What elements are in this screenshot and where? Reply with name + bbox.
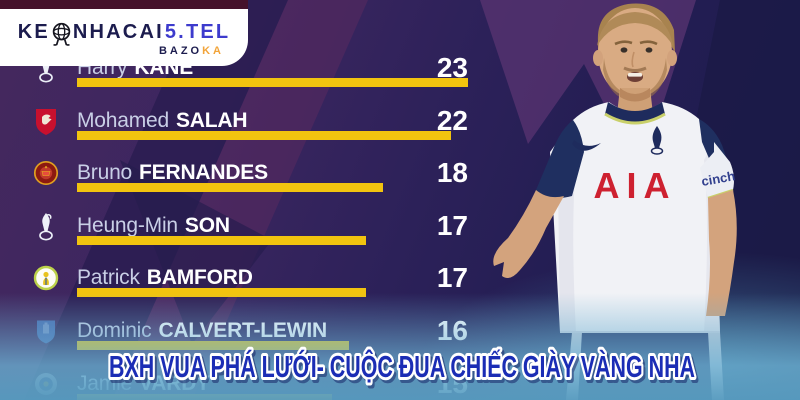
brand-name: KE NHACAI 5.TEL xyxy=(0,20,248,46)
player-first-name: Patrick xyxy=(77,266,140,290)
scorer-row: Bruno FERNANDES 18 xyxy=(28,147,468,199)
player-surname: FERNANDES xyxy=(139,161,268,185)
player-name: Patrick BAMFORD xyxy=(77,266,253,290)
goal-bar xyxy=(77,78,468,87)
banner-title-text: BXH VUA PHÁ LƯỚI- CUỘC ĐUA CHIẾC GIÀY VÀ… xyxy=(109,348,695,384)
player-surname: SALAH xyxy=(175,108,248,132)
globe-mascot-icon xyxy=(52,22,71,46)
team-crest-icon xyxy=(33,106,59,136)
brand-logo: KE NHACAI 5.TEL BAZOKA xyxy=(0,9,248,66)
bottom-overlay xyxy=(0,293,800,400)
sleeve-sponsor-text: cinch xyxy=(700,168,736,189)
scorer-row: Patrick BAMFORD 17 xyxy=(28,252,468,304)
tottenham-crest-on-shirt xyxy=(650,126,664,155)
scorer-row: Mohamed SALAH 22 xyxy=(28,95,468,147)
brand-tld: 5.TEL xyxy=(164,21,231,43)
player-surname: BAMFORD xyxy=(146,266,253,290)
subtitle-dark: BAZO xyxy=(158,45,203,57)
shirt-sponsor-text: AIA xyxy=(594,165,677,206)
team-crest-icon xyxy=(33,263,59,293)
goals-count: 17 xyxy=(436,262,468,294)
goal-bar xyxy=(77,288,366,298)
player-surname: SON xyxy=(184,213,230,237)
logo-top-strip xyxy=(0,0,248,9)
nike-swoosh-icon xyxy=(572,140,601,151)
goal-bar xyxy=(77,130,451,140)
goals-count: 22 xyxy=(436,104,468,136)
player-first-name: Mohamed xyxy=(77,108,169,132)
goal-bar xyxy=(77,235,366,245)
brand-mid: NHACAI xyxy=(72,21,164,43)
scorer-row: Heung-Min SON 17 xyxy=(28,200,468,252)
player-first-name: Bruno xyxy=(77,161,133,185)
banner-title: BXH VUA PHÁ LƯỚI- CUỘC ĐUA CHIẾC GIÀY VÀ… xyxy=(106,345,698,387)
goals-count: 17 xyxy=(436,209,468,241)
player-name: Mohamed SALAH xyxy=(77,108,248,133)
goals-count: 18 xyxy=(436,157,468,189)
team-crest-icon xyxy=(33,211,59,241)
player-name: Bruno FERNANDES xyxy=(77,161,268,185)
subtitle-accent: KA xyxy=(202,45,224,57)
brand-prefix: KE xyxy=(17,21,50,43)
player-name: Heung-Min SON xyxy=(77,214,230,238)
player-first-name: Heung-Min xyxy=(77,213,178,237)
team-crest-icon xyxy=(33,158,59,188)
goals-count: 23 xyxy=(436,52,468,83)
goal-bar xyxy=(77,183,383,193)
brand-subtitle: BAZOKA xyxy=(159,45,224,57)
